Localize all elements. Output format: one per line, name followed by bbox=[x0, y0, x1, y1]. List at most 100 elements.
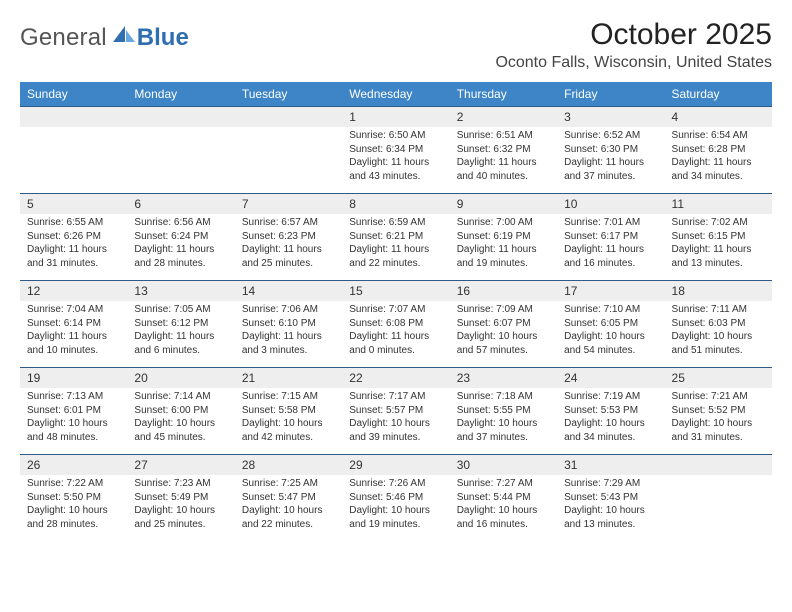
day-ss: Sunset: 6:14 PM bbox=[27, 317, 120, 331]
day-ss: Sunset: 6:00 PM bbox=[134, 404, 227, 418]
day-ss: Sunset: 6:01 PM bbox=[27, 404, 120, 418]
day-ss: Sunset: 6:30 PM bbox=[564, 143, 657, 157]
day-d1: Daylight: 11 hours bbox=[27, 243, 120, 257]
day-detail-cell: Sunrise: 7:29 AMSunset: 5:43 PMDaylight:… bbox=[557, 475, 664, 541]
day-d1: Daylight: 10 hours bbox=[242, 504, 335, 518]
day-number-cell: 10 bbox=[557, 194, 664, 215]
day-ss: Sunset: 5:58 PM bbox=[242, 404, 335, 418]
day-detail-cell: Sunrise: 7:04 AMSunset: 6:14 PMDaylight:… bbox=[20, 301, 127, 368]
weekday-header: Sunday bbox=[20, 82, 127, 107]
weekday-header: Thursday bbox=[450, 82, 557, 107]
week-daynum-row: 1234 bbox=[20, 107, 772, 128]
day-number-cell: 25 bbox=[665, 368, 772, 389]
day-detail-cell: Sunrise: 7:17 AMSunset: 5:57 PMDaylight:… bbox=[342, 388, 449, 455]
day-sr: Sunrise: 7:22 AM bbox=[27, 477, 120, 491]
day-d2: and 28 minutes. bbox=[27, 518, 120, 532]
day-d2: and 25 minutes. bbox=[242, 257, 335, 271]
day-ss: Sunset: 5:43 PM bbox=[564, 491, 657, 505]
day-ss: Sunset: 6:07 PM bbox=[457, 317, 550, 331]
day-d1: Daylight: 10 hours bbox=[564, 417, 657, 431]
day-ss: Sunset: 5:55 PM bbox=[457, 404, 550, 418]
day-ss: Sunset: 6:26 PM bbox=[27, 230, 120, 244]
day-d2: and 40 minutes. bbox=[457, 170, 550, 184]
day-sr: Sunrise: 7:25 AM bbox=[242, 477, 335, 491]
day-ss: Sunset: 6:03 PM bbox=[672, 317, 765, 331]
day-ss: Sunset: 5:57 PM bbox=[349, 404, 442, 418]
day-d2: and 19 minutes. bbox=[457, 257, 550, 271]
day-sr: Sunrise: 6:55 AM bbox=[27, 216, 120, 230]
week-daynum-row: 12131415161718 bbox=[20, 281, 772, 302]
day-number-cell bbox=[665, 455, 772, 476]
day-detail-cell: Sunrise: 7:05 AMSunset: 6:12 PMDaylight:… bbox=[127, 301, 234, 368]
day-ss: Sunset: 6:24 PM bbox=[134, 230, 227, 244]
day-ss: Sunset: 5:44 PM bbox=[457, 491, 550, 505]
day-number-cell: 13 bbox=[127, 281, 234, 302]
day-number-cell: 2 bbox=[450, 107, 557, 128]
day-d2: and 13 minutes. bbox=[564, 518, 657, 532]
weekday-header: Monday bbox=[127, 82, 234, 107]
day-d2: and 37 minutes. bbox=[564, 170, 657, 184]
day-d1: Daylight: 11 hours bbox=[672, 156, 765, 170]
day-d2: and 10 minutes. bbox=[27, 344, 120, 358]
day-detail-cell: Sunrise: 7:15 AMSunset: 5:58 PMDaylight:… bbox=[235, 388, 342, 455]
day-ss: Sunset: 5:53 PM bbox=[564, 404, 657, 418]
day-d1: Daylight: 11 hours bbox=[457, 243, 550, 257]
day-ss: Sunset: 6:34 PM bbox=[349, 143, 442, 157]
day-d1: Daylight: 10 hours bbox=[242, 417, 335, 431]
day-d2: and 19 minutes. bbox=[349, 518, 442, 532]
day-sr: Sunrise: 7:27 AM bbox=[457, 477, 550, 491]
day-d1: Daylight: 11 hours bbox=[672, 243, 765, 257]
weekday-header: Saturday bbox=[665, 82, 772, 107]
day-number-cell: 22 bbox=[342, 368, 449, 389]
day-d2: and 37 minutes. bbox=[457, 431, 550, 445]
day-number-cell: 28 bbox=[235, 455, 342, 476]
brand-blue: Blue bbox=[137, 24, 189, 52]
day-detail-cell: Sunrise: 7:27 AMSunset: 5:44 PMDaylight:… bbox=[450, 475, 557, 541]
day-detail-cell: Sunrise: 7:22 AMSunset: 5:50 PMDaylight:… bbox=[20, 475, 127, 541]
day-ss: Sunset: 6:32 PM bbox=[457, 143, 550, 157]
day-number-cell: 11 bbox=[665, 194, 772, 215]
day-sr: Sunrise: 6:50 AM bbox=[349, 129, 442, 143]
day-d2: and 31 minutes. bbox=[672, 431, 765, 445]
day-d2: and 45 minutes. bbox=[134, 431, 227, 445]
day-ss: Sunset: 6:15 PM bbox=[672, 230, 765, 244]
week-detail-row: Sunrise: 7:22 AMSunset: 5:50 PMDaylight:… bbox=[20, 475, 772, 541]
day-d1: Daylight: 10 hours bbox=[564, 330, 657, 344]
day-number-cell: 26 bbox=[20, 455, 127, 476]
day-d2: and 51 minutes. bbox=[672, 344, 765, 358]
day-ss: Sunset: 6:05 PM bbox=[564, 317, 657, 331]
day-ss: Sunset: 5:46 PM bbox=[349, 491, 442, 505]
day-sr: Sunrise: 7:14 AM bbox=[134, 390, 227, 404]
day-detail-cell: Sunrise: 7:13 AMSunset: 6:01 PMDaylight:… bbox=[20, 388, 127, 455]
day-number-cell: 4 bbox=[665, 107, 772, 128]
day-sr: Sunrise: 7:26 AM bbox=[349, 477, 442, 491]
day-number-cell: 16 bbox=[450, 281, 557, 302]
brand-logo: General Blue bbox=[20, 18, 189, 52]
day-d2: and 25 minutes. bbox=[134, 518, 227, 532]
day-d2: and 0 minutes. bbox=[349, 344, 442, 358]
day-d2: and 31 minutes. bbox=[27, 257, 120, 271]
day-number-cell: 5 bbox=[20, 194, 127, 215]
day-sr: Sunrise: 6:52 AM bbox=[564, 129, 657, 143]
day-number-cell: 27 bbox=[127, 455, 234, 476]
day-sr: Sunrise: 7:10 AM bbox=[564, 303, 657, 317]
day-detail-cell: Sunrise: 7:10 AMSunset: 6:05 PMDaylight:… bbox=[557, 301, 664, 368]
day-detail-cell: Sunrise: 6:52 AMSunset: 6:30 PMDaylight:… bbox=[557, 127, 664, 194]
day-sr: Sunrise: 7:18 AM bbox=[457, 390, 550, 404]
day-detail-cell: Sunrise: 6:56 AMSunset: 6:24 PMDaylight:… bbox=[127, 214, 234, 281]
day-number-cell: 9 bbox=[450, 194, 557, 215]
day-d2: and 57 minutes. bbox=[457, 344, 550, 358]
day-d1: Daylight: 11 hours bbox=[242, 243, 335, 257]
day-number-cell: 12 bbox=[20, 281, 127, 302]
day-number-cell: 6 bbox=[127, 194, 234, 215]
day-number-cell: 18 bbox=[665, 281, 772, 302]
day-sr: Sunrise: 6:54 AM bbox=[672, 129, 765, 143]
day-d1: Daylight: 10 hours bbox=[457, 330, 550, 344]
day-d1: Daylight: 10 hours bbox=[134, 417, 227, 431]
day-number-cell: 15 bbox=[342, 281, 449, 302]
day-ss: Sunset: 6:10 PM bbox=[242, 317, 335, 331]
day-detail-cell: Sunrise: 7:01 AMSunset: 6:17 PMDaylight:… bbox=[557, 214, 664, 281]
day-d2: and 16 minutes. bbox=[564, 257, 657, 271]
day-detail-cell: Sunrise: 6:51 AMSunset: 6:32 PMDaylight:… bbox=[450, 127, 557, 194]
day-detail-cell bbox=[127, 127, 234, 194]
